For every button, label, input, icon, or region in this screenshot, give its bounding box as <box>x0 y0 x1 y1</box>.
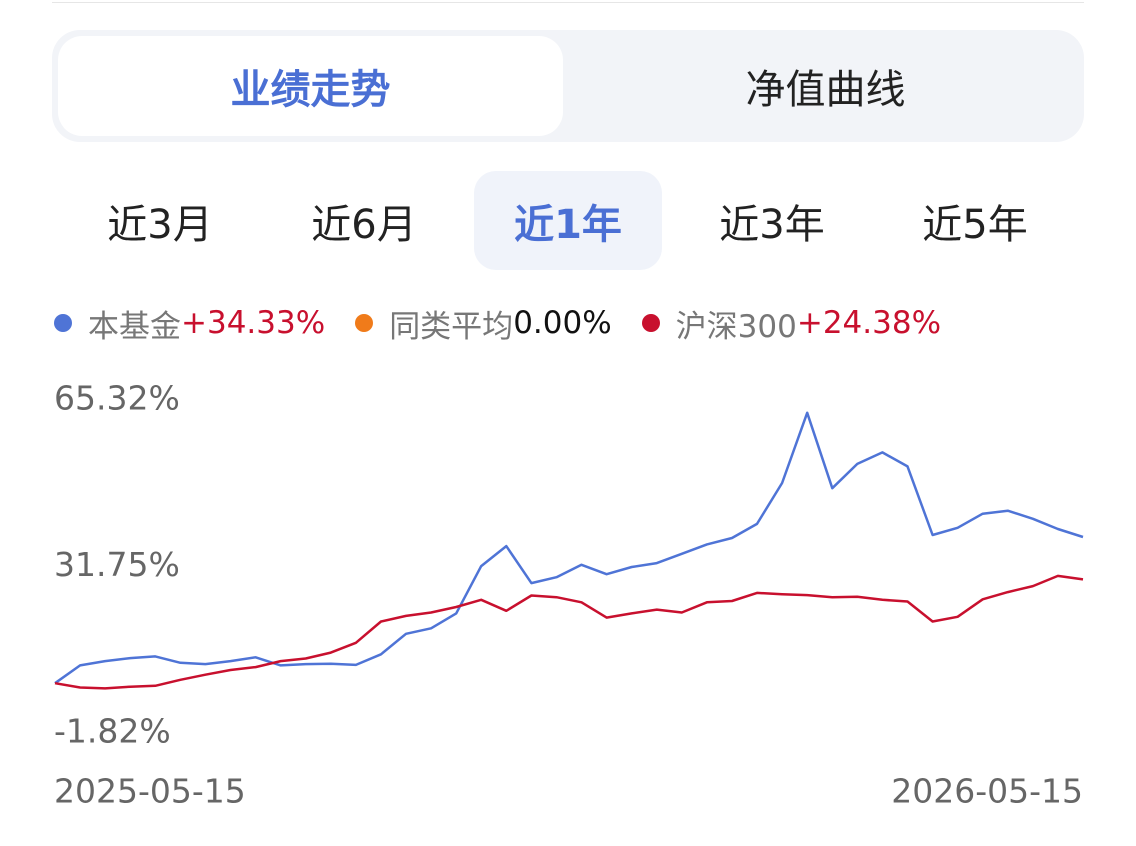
legend-label: 同类平均 <box>389 308 514 345</box>
legend-dot <box>641 314 660 332</box>
divider <box>52 2 1084 3</box>
legend-label: 沪深300 <box>675 308 797 345</box>
x-tick-label: 2026-05-15 <box>891 772 1083 811</box>
legend-dot <box>355 314 374 332</box>
legend-value: +24.38% <box>796 305 942 341</box>
legend-dot <box>54 314 72 332</box>
legend-label: 本基金 <box>88 308 181 345</box>
data-line <box>54 574 1084 690</box>
legend-value: 0.00% <box>513 305 612 341</box>
legend-value: +34.33% <box>181 305 326 341</box>
x-tick-label: 2025-05-15 <box>54 772 246 811</box>
period-tab[interactable]: 近6月 <box>311 201 417 248</box>
legend: 本基金 +34.33% 同类平均 0.00% 沪深300 +24.38% <box>54 300 971 346</box>
period-tab[interactable]: 近5年 <box>922 201 1028 248</box>
legend-item: 同类平均 0.00% <box>355 301 612 346</box>
tab-bar: 业绩走势 净值曲线 <box>52 30 1084 142</box>
legend-item: 沪深300 +24.38% <box>641 301 942 346</box>
period-tab[interactable]: 近3年 <box>719 201 825 248</box>
tab[interactable]: 净值曲线 <box>745 67 906 113</box>
period-tab[interactable]: 近1年 <box>474 171 662 270</box>
y-tick-label: 65.32% <box>54 379 180 418</box>
y-tick-label: 31.75% <box>54 545 180 584</box>
legend-item: 本基金 +34.33% <box>54 301 325 346</box>
y-tick-label: -1.82% <box>54 712 171 751</box>
period-tab[interactable]: 近3月 <box>107 201 213 248</box>
data-line <box>54 411 1084 685</box>
tab[interactable]: 业绩走势 <box>58 36 563 136</box>
